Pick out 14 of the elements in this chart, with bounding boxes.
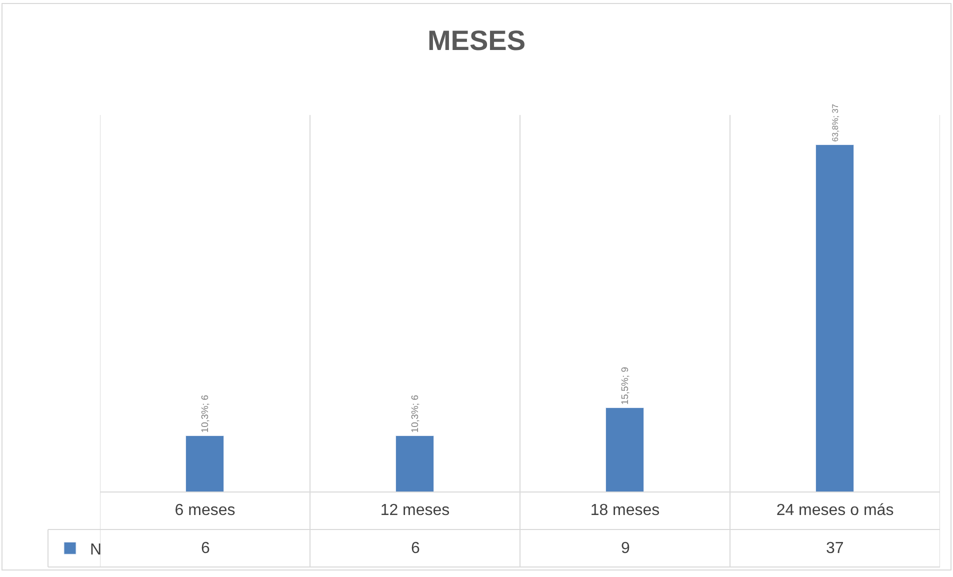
- legend-label: N: [90, 541, 102, 558]
- x-tick-label: 18 meses: [590, 502, 660, 519]
- chart-title: MESES: [427, 24, 526, 56]
- text: 9: [621, 540, 630, 557]
- text: 6: [201, 540, 210, 557]
- text: 37: [826, 540, 844, 557]
- data-label: 15,5%; 9: [620, 366, 632, 405]
- text: 6: [411, 540, 420, 557]
- x-tick-label: 6 meses: [174, 502, 236, 519]
- x-tick-label: 12 meses: [380, 502, 450, 519]
- data-label: 10,3%; 6: [200, 394, 212, 433]
- data-label: 63,8%; 37: [830, 104, 840, 142]
- data-label: 10,3%; 6: [410, 394, 422, 433]
- x-tick-label: 24 meses o más: [776, 502, 894, 519]
